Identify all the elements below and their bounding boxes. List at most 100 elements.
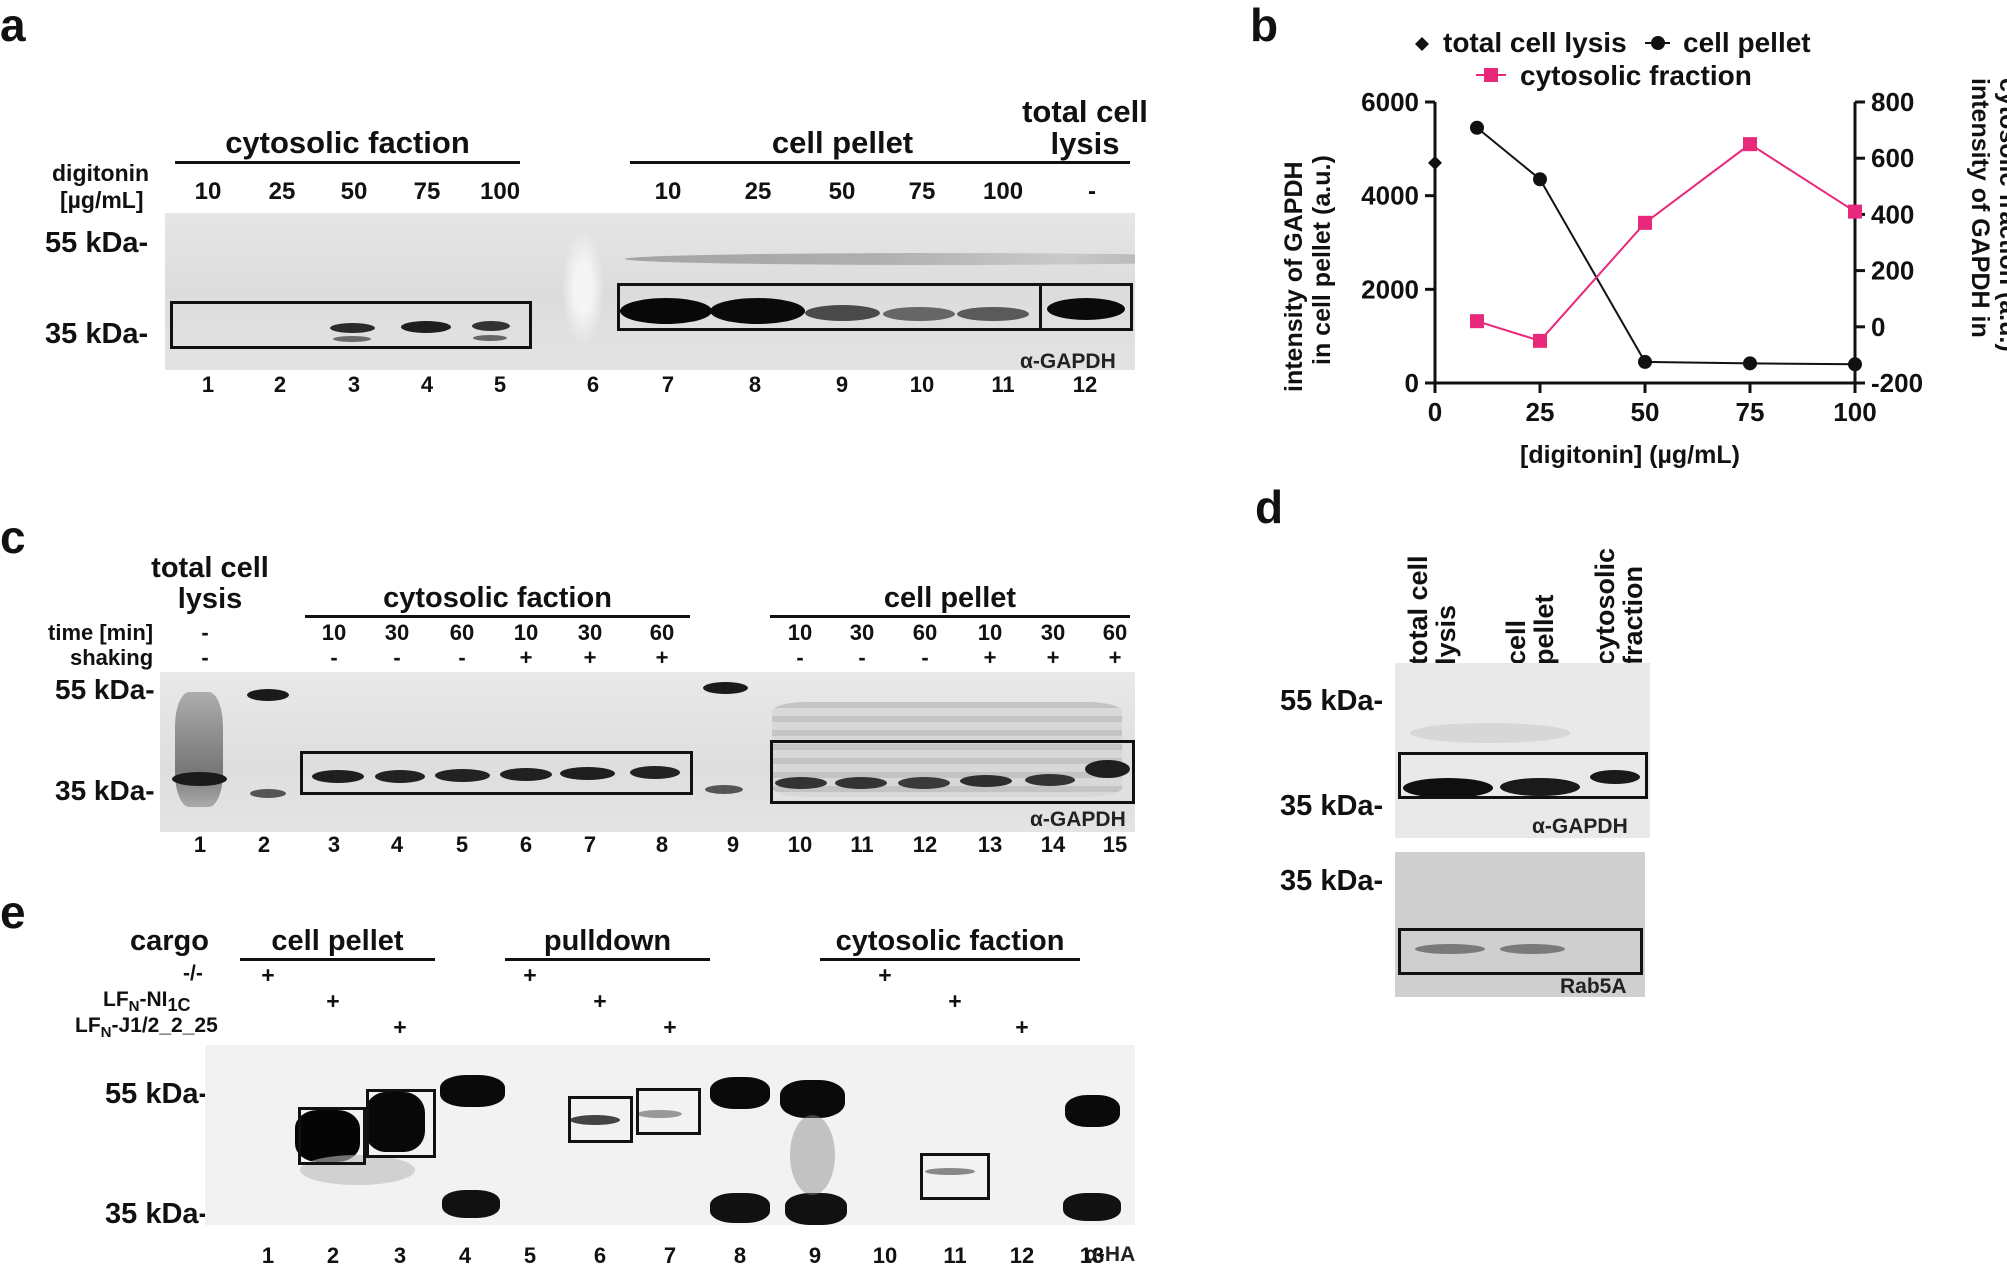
a-conc-cytosolic: 25: [268, 178, 296, 205]
c-band-lane5: [435, 769, 490, 782]
c-lane-number: 3: [327, 832, 341, 857]
c-band-lane12: [898, 777, 950, 789]
c-time-label: time [min]: [48, 620, 154, 645]
e-pellet-header: cell pellet: [271, 925, 404, 957]
a-conc-pellet: 75: [908, 178, 936, 205]
a-lane-number: 11: [991, 372, 1015, 397]
c-pellet-header: cell pellet: [883, 582, 1017, 614]
e-box-lane3: [366, 1089, 436, 1158]
x-tick-label: 50: [1631, 397, 1660, 427]
x-tick-label: 25: [1526, 397, 1555, 427]
y-right-label-line2: cytosolic fraction (a.u.): [1994, 78, 2007, 352]
d-antibody-gapdh: α-GAPDH: [1532, 815, 1628, 838]
e-row2-sub2: 1C: [167, 995, 191, 1016]
a-conc-cytosolic: 75: [413, 178, 441, 205]
c-band-lane10: [775, 777, 827, 789]
e-lane-number: 6: [593, 1243, 607, 1268]
e-plus-mark: +: [393, 1014, 407, 1040]
c-band-lane6: [500, 768, 552, 781]
a-band-lane9: [805, 305, 880, 321]
c-time-pellet: 10: [977, 620, 1003, 645]
e-marker-lane9-55: [780, 1080, 845, 1118]
d-rab5a-band2: [1500, 944, 1565, 954]
e-row3-label: LFN-J1/2_2_25: [75, 1014, 218, 1041]
e-box-lane11: [920, 1153, 990, 1200]
c-lane-number: 5: [455, 832, 469, 857]
y-right-tick-label: 800: [1871, 87, 1914, 117]
series-line-circle: [1476, 126, 1856, 366]
e-marker-lane4-35: [442, 1190, 500, 1218]
a-conc-pellet: 100: [983, 178, 1024, 205]
y-right-label-line1: intensity of GAPDH in: [1966, 78, 1994, 338]
c-marker-lane2-35: [250, 789, 286, 798]
c-total-time: -: [201, 620, 209, 645]
a-band-lane12: [1047, 298, 1125, 320]
d-upper-smear: [1410, 723, 1570, 743]
data-point-pellet: [1743, 356, 1757, 371]
d-antibody-rab5a: Rab5A: [1560, 975, 1627, 998]
e-lane-number: 12: [1009, 1243, 1035, 1268]
a-conc-pellet: 10: [654, 178, 682, 205]
d-col2-line2: pellet: [1529, 594, 1559, 665]
e-lane-number: 5: [523, 1243, 537, 1268]
data-point-cytosolic: [1848, 204, 1862, 219]
y-right-tick-label: 0: [1871, 312, 1885, 342]
e-lane-number: 3: [393, 1243, 407, 1268]
e-row2-prefix: LF: [103, 988, 129, 1011]
e-box-lane6: [568, 1096, 633, 1143]
data-point-cytosolic: [1470, 314, 1484, 329]
e-row2-sub: N: [128, 998, 140, 1016]
c-lane-number: 15: [1102, 832, 1128, 857]
e-band-lane2: [295, 1110, 360, 1162]
c-lane1-smear: [175, 692, 223, 807]
legend-total-label: total cell lysis: [1443, 27, 1627, 58]
a-lane-number: 10: [909, 372, 935, 397]
e-marker-lane13-35: [1063, 1193, 1121, 1221]
e-pulldown-rule: [505, 958, 710, 961]
chart-b: 0 25 50 75 100 0 2000 4000 6000 -200 0 200 400 600 800…: [1280, 27, 2007, 469]
data-point-cytosolic: [1743, 137, 1757, 152]
a-lane-number: 7: [661, 372, 675, 397]
legend-pellet-marker: [1651, 36, 1665, 50]
c-lane-number: 2: [257, 832, 271, 857]
e-plus-mark: +: [1015, 1014, 1029, 1040]
a-lane-number: 2: [273, 372, 287, 397]
c-mw-55: 55 kDa-: [55, 674, 155, 705]
data-point-pellet: [1848, 357, 1862, 372]
c-lane-number: 8: [655, 832, 669, 857]
legend-cytosolic-label: cytosolic fraction: [1520, 60, 1752, 91]
c-lane-number: 1: [193, 832, 207, 857]
c-band-lane11: [835, 777, 887, 789]
c-shaking-cytosolic: -: [393, 645, 401, 670]
data-point-pellet: [1470, 120, 1484, 135]
a-lane-number: 8: [748, 372, 762, 397]
a-lane-number: 6: [586, 372, 600, 397]
panel-label-c: c: [0, 511, 26, 563]
e-mw-55: 55 kDa-: [105, 1078, 209, 1110]
a-band-lane8: [710, 298, 805, 324]
e-lane-number: 1: [261, 1243, 275, 1268]
a-antibody-label: α-GAPDH: [1020, 350, 1116, 373]
c-marker-lane2-55: [247, 689, 289, 701]
data-point-pellet: [1638, 354, 1652, 369]
e-band-lane3: [365, 1092, 425, 1152]
y-right-tick-label: 600: [1871, 143, 1914, 173]
e-plus-mark: +: [663, 1014, 677, 1040]
e-plus-mark: +: [878, 962, 892, 988]
e-lane-number: 10: [872, 1243, 898, 1268]
c-shaking-pellet: -: [796, 645, 804, 670]
a-mw-55: 55 kDa-: [45, 227, 149, 259]
a-conc-total: -: [1088, 178, 1096, 205]
a-lane-number: 5: [493, 372, 507, 397]
c-total-shaking: -: [201, 645, 209, 670]
c-lane-number: 12: [912, 832, 938, 857]
a-band-lane3: [330, 323, 375, 333]
a-conc-cytosolic: 100: [480, 178, 521, 205]
a-lane-number: 3: [347, 372, 361, 397]
c-band-lane13: [960, 775, 1012, 787]
panel-label-e: e: [0, 886, 26, 938]
panel-label-d: d: [1255, 481, 1284, 533]
c-shaking-cytosolic: +: [583, 645, 597, 670]
c-time-pellet: 30: [849, 620, 875, 645]
c-marker-lane9-55: [703, 682, 748, 694]
